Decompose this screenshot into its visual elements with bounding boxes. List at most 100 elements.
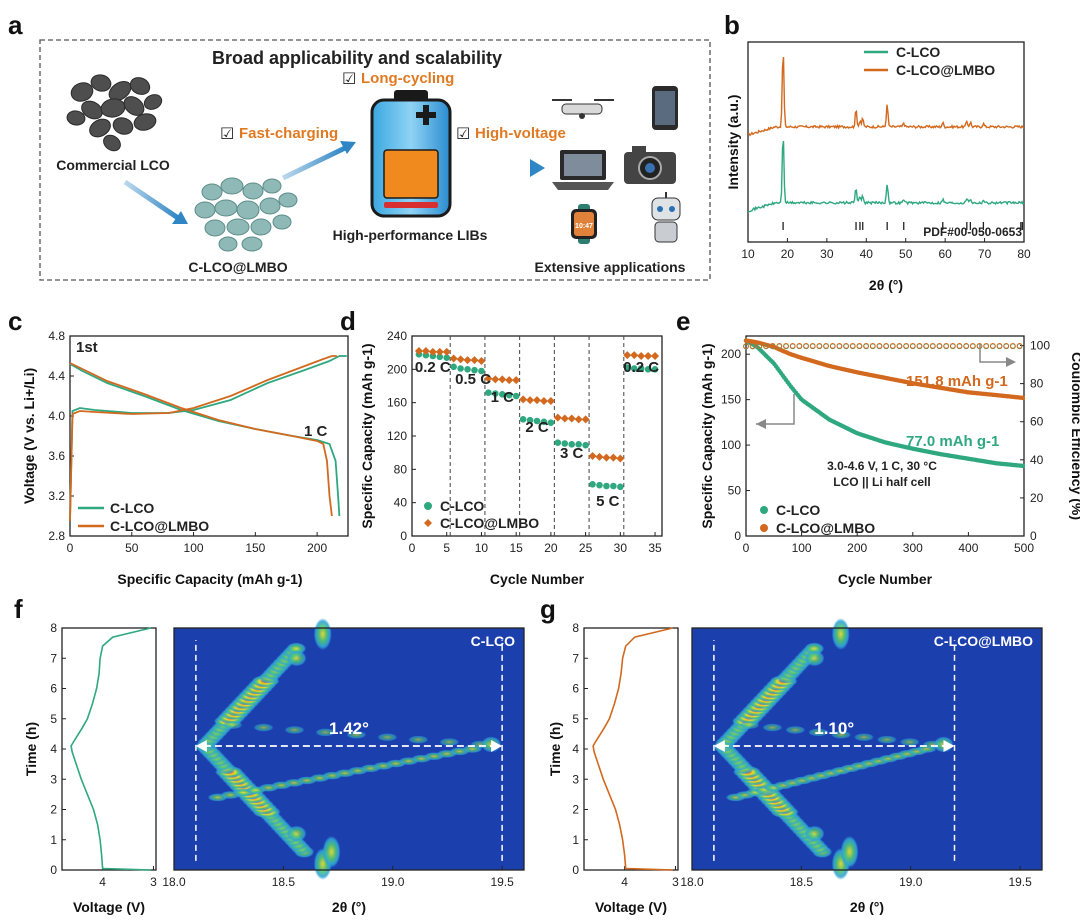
plot-b-xtick-label: 40 [860, 247, 874, 261]
plot-c-xtick-label: 0 [67, 541, 74, 555]
shift-arrow-head-left [195, 739, 207, 752]
panel-label-c: c [8, 306, 22, 336]
rate-point-clco [457, 365, 464, 372]
coated-lco-particles [194, 177, 298, 252]
plot-f-xtick-label: 18.5 [272, 875, 296, 889]
annotation-e-cell: LCO || Li half cell [833, 475, 930, 489]
cycling-point-c-lco-lmbo-ce [796, 343, 803, 349]
cycling-point-c-lco-lmbo-ce [1009, 343, 1016, 349]
rate-point-clco [596, 481, 603, 489]
feature-long-cycling: Long-cycling [361, 70, 454, 87]
rate-point-lmbo [602, 453, 611, 462]
plot-c-ytick-label: 4.4 [48, 369, 65, 383]
diffraction-intensity-spot [739, 721, 760, 730]
plot-f-profile-ytick-label: 4 [50, 742, 57, 756]
plot-d-ytick-label: 120 [387, 429, 407, 443]
cycling-point-c-lco-lmbo-ce [936, 343, 943, 349]
voltage-curve-c-lco-charge [69, 355, 347, 522]
annotation-e-lmbo: 151.8 mAh g-1 [906, 373, 1008, 390]
feature-high-voltage: High-voltage [475, 125, 566, 142]
legend-e-lmbo: C-LCO@LMBO [776, 520, 875, 536]
rate-point-clco [505, 391, 513, 399]
diffraction-intensity-spot [804, 650, 825, 667]
drone-icon [552, 99, 614, 119]
plot-b-xtick-label: 80 [1017, 247, 1031, 261]
legend-e-marker-lmbo [760, 524, 768, 532]
legend-c-lmbo: C-LCO@LMBO [110, 518, 209, 534]
reference-pdf-label: PDF#00-050-0653 [923, 225, 1022, 239]
plot-b-xtick-label: 50 [899, 247, 913, 261]
plot-e-ytick-label: 0 [734, 529, 741, 543]
rate-point-lmbo [435, 347, 444, 356]
plot-d-xtick-label: 10 [475, 541, 489, 555]
panel-label-b: b [724, 10, 740, 40]
plot-d-ylabel: Specific Capacity (mAh g-1) [359, 343, 375, 528]
cycling-point-c-lco-lmbo-ce [789, 343, 796, 349]
diffraction-intensity-spot [286, 825, 307, 842]
shift-arrow-head-left [713, 739, 725, 752]
plot-e-ytick-label: 50 [728, 484, 742, 498]
diffraction-intensity-spot [840, 835, 859, 868]
plot-g-xtick-label: 19.0 [899, 875, 923, 889]
plot-g-profile-ytick-label: 7 [572, 651, 579, 665]
diffraction-intensity-spot [284, 725, 305, 734]
legend-e-marker-clco [760, 506, 768, 514]
plot-f-profile-xtick-label: 4 [99, 875, 106, 889]
plot-e-right-ytick-label: 40 [1030, 453, 1044, 467]
plot-e-xtick-label: 100 [792, 541, 812, 555]
plot-c-ytick-label: 4.0 [48, 409, 65, 423]
rate-point-clco [492, 390, 499, 397]
voltage-curve-c-lco-discharge [69, 363, 341, 517]
plot-b-xtick-label: 20 [781, 247, 795, 261]
annotation-e-clco: 77.0 mAh g-1 [906, 433, 999, 450]
rate-point-clco [429, 352, 437, 360]
plot-f-xlabel: 2θ (°) [332, 899, 366, 915]
cycling-point-c-lco-lmbo-ce [763, 343, 769, 349]
rate-point-clco [582, 441, 589, 449]
cycling-point-c-lco-lmbo-ce [989, 343, 996, 349]
plot-g-xlabel: 2θ (°) [850, 899, 884, 915]
cycling-point-c-lco-lmbo-ce [903, 343, 910, 349]
voltage-curve-c-lco-lmbo-charge [69, 355, 337, 522]
cycling-point-c-lco-lmbo-ce [816, 343, 823, 349]
checkbox-high-voltage: ☑ [456, 126, 470, 143]
rate-point-lmbo [505, 376, 514, 385]
cycling-point-c-lco-lmbo-ce [829, 343, 836, 349]
rate-point-lmbo [546, 397, 555, 405]
rate-point-lmbo [484, 374, 493, 383]
plot-e-xtick-label: 300 [903, 541, 923, 555]
rate-label: 1 C [491, 389, 515, 406]
plot-g-profile-ytick-label: 0 [572, 863, 579, 877]
plot-g-xtick-label: 19.5 [1008, 875, 1032, 889]
rate-point-clco [519, 416, 527, 423]
voltage-curve-c-lco-lmbo-discharge [69, 362, 333, 517]
arrow-head-coating [172, 211, 188, 224]
plot-d-xtick-label: 35 [648, 541, 662, 555]
plot-g-shift-label: 1.10° [814, 719, 854, 738]
cycling-point-c-lco-lmbo-ce [783, 343, 789, 349]
cycling-point-c-lco-lmbo-ce [949, 343, 956, 349]
cycling-point-c-lco-lmbo-ce [1003, 343, 1010, 349]
cycling-point-c-lco-lmbo-ce [856, 343, 863, 349]
phone-icon [652, 86, 678, 130]
rate-point-lmbo [574, 415, 583, 424]
rate-point-lmbo [470, 356, 479, 365]
rate-point-lmbo [428, 347, 437, 356]
diffraction-intensity-spot [439, 738, 460, 747]
plot-g-sample-label: C-LCO@LMBO [934, 633, 1033, 649]
plot-e-right-ytick-label: 20 [1030, 491, 1044, 505]
plot-g-profile-ylabel: Time (h) [547, 722, 563, 776]
plot-c-xtick-label: 50 [125, 541, 139, 555]
cycling-point-c-lco-lmbo-ce [809, 343, 816, 349]
plot-f-profile-ytick-label: 6 [50, 682, 57, 696]
rate-point-clco [450, 363, 457, 371]
panel-b: b Intensity (a.u.) 2θ (°) 10 20 30 40 50 60 70… [724, 10, 1031, 293]
plot-c-area: 0 50 100 150 200 2.8 3.2 3.6 4.0 4.4 4.8 [48, 329, 347, 555]
cycling-point-c-lco-lmbo-ce [836, 343, 843, 349]
rate-point-lmbo [581, 415, 590, 424]
cycling-point-c-lco-lmbo-ce [896, 343, 903, 349]
rate-point-lmbo [616, 454, 625, 463]
panel-label-f: f [14, 594, 23, 624]
